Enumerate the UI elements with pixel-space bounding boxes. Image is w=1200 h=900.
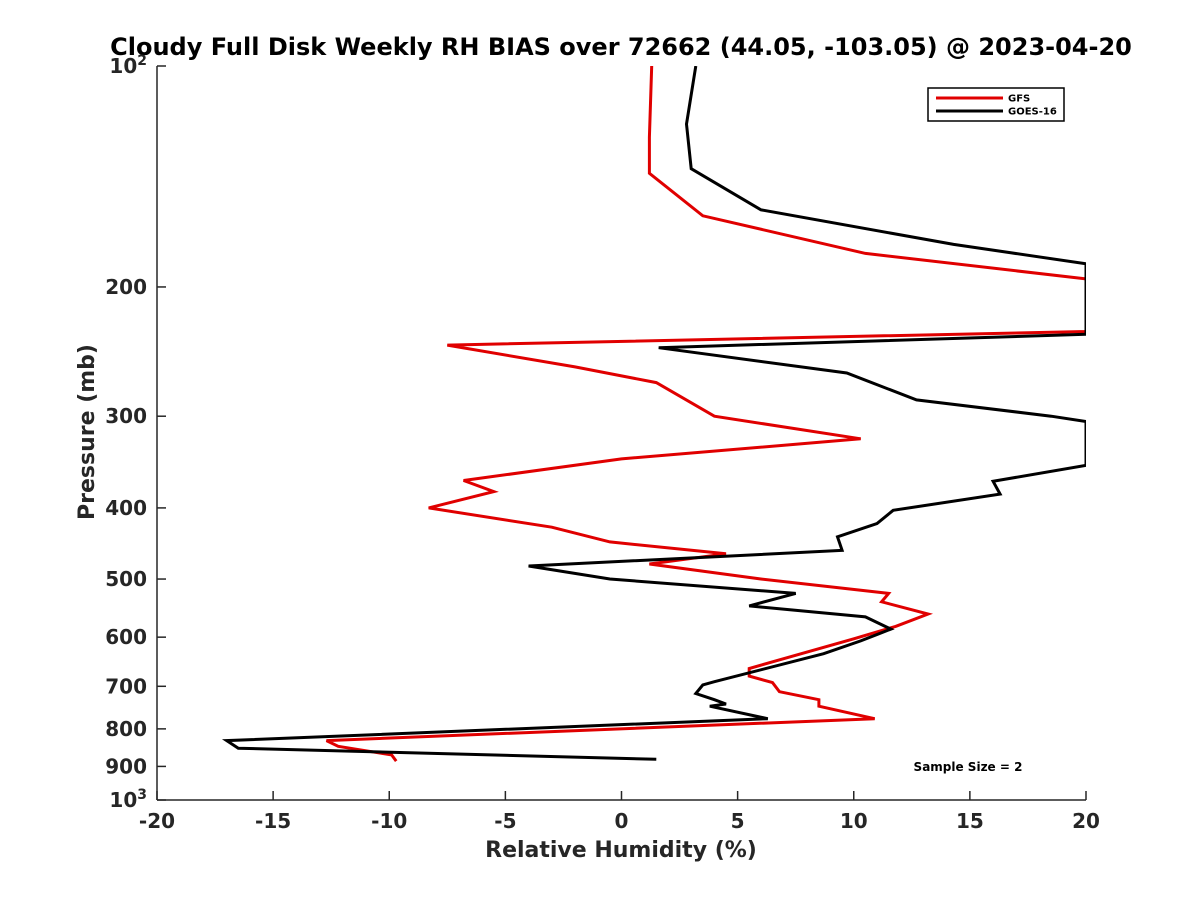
x-tick-label: 15 <box>956 809 984 833</box>
series-line-goes-16 <box>221 66 1086 761</box>
y-axis-label: Pressure (mb) <box>75 344 100 520</box>
x-tick-label: 10 <box>840 809 868 833</box>
y-tick-label: 500 <box>105 567 147 591</box>
chart-title: Cloudy Full Disk Weekly RH BIAS over 726… <box>110 33 1132 61</box>
x-axis-label: Relative Humidity (%) <box>485 838 757 863</box>
x-tick-label: -15 <box>255 809 291 833</box>
legend-label-goes-16: GOES-16 <box>1008 107 1057 118</box>
y-tick-label: 800 <box>105 717 147 741</box>
x-tick-label: 5 <box>731 809 745 833</box>
series-line-gfs <box>325 66 1086 762</box>
x-tick-label: -10 <box>371 809 407 833</box>
y-tick-label: 700 <box>105 674 147 698</box>
legend: GFS GOES-16 <box>927 87 1065 122</box>
x-tick-label: 20 <box>1072 809 1100 833</box>
x-tick-label: -5 <box>494 809 516 833</box>
y-tick-label: 300 <box>105 404 147 428</box>
y-tick-label: 900 <box>105 754 147 778</box>
y-tick-label: 200 <box>105 275 147 299</box>
y-tick-label: 103 <box>109 787 147 812</box>
x-tick-label: 0 <box>615 809 629 833</box>
y-tick-label: 600 <box>105 625 147 649</box>
legend-label-gfs: GFS <box>1008 94 1030 105</box>
y-tick-label: 400 <box>105 496 147 520</box>
legend-box <box>927 87 1065 122</box>
sample-size-annotation: Sample Size = 2 <box>914 760 1023 774</box>
x-tick-label: -20 <box>139 809 175 833</box>
y-tick-label: 102 <box>109 53 147 78</box>
